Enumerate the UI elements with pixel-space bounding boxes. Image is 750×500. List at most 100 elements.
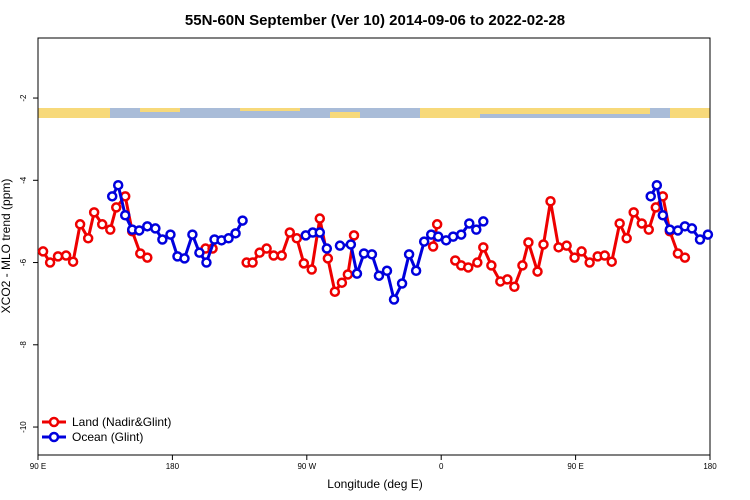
data-point <box>651 179 663 191</box>
data-point <box>517 260 528 271</box>
data-point <box>509 281 520 293</box>
data-point <box>165 229 176 240</box>
data-point <box>486 260 497 271</box>
data-point <box>472 257 483 268</box>
data-point <box>636 218 648 229</box>
data-point <box>643 224 655 235</box>
data-point <box>106 191 118 202</box>
series-line <box>110 183 709 302</box>
data-point <box>157 234 168 245</box>
data-point <box>373 270 385 281</box>
data-point <box>112 179 124 191</box>
data-point <box>532 266 543 277</box>
y-tick-label: -6 <box>19 258 28 266</box>
data-point <box>60 250 72 261</box>
data-point <box>464 218 475 229</box>
data-point <box>82 233 94 244</box>
data-point <box>306 264 317 275</box>
data-point <box>418 236 430 247</box>
plot-frame <box>37 37 711 456</box>
x-axis-label: Longitude (deg E) <box>327 477 422 491</box>
data-point <box>694 234 706 245</box>
y-tick-label: -8 <box>19 341 28 349</box>
data-point <box>381 265 393 277</box>
data-point <box>74 219 86 230</box>
data-point <box>702 229 714 240</box>
data-point <box>657 209 669 221</box>
data-point <box>187 229 198 240</box>
data-point <box>329 286 341 297</box>
data-point <box>142 221 153 232</box>
data-point <box>502 274 513 285</box>
legend-marker <box>48 416 60 428</box>
data-point <box>523 237 534 248</box>
data-point <box>52 251 64 262</box>
x-tick-label: 180 <box>166 462 180 471</box>
legend-label: Land (Nadir&Glint) <box>72 415 171 429</box>
data-point <box>223 233 234 244</box>
data-point <box>284 227 296 238</box>
data-point <box>664 224 676 235</box>
data-point <box>348 230 360 241</box>
data-point <box>462 262 474 273</box>
data-point <box>388 294 400 305</box>
data-point <box>96 219 108 230</box>
legend-marker <box>48 431 60 443</box>
data-point <box>455 229 467 240</box>
x-tick-label: 180 <box>703 462 717 471</box>
data-point <box>230 228 241 239</box>
data-point <box>201 257 212 268</box>
data-point <box>403 249 415 260</box>
data-point <box>351 268 363 279</box>
data-point <box>396 278 408 289</box>
data-point <box>111 202 122 213</box>
data-point <box>150 223 161 234</box>
data-point <box>650 202 662 213</box>
x-tick-label: 90 W <box>297 462 316 471</box>
data-point <box>37 246 49 257</box>
data-point <box>478 216 489 227</box>
data-point <box>599 250 610 261</box>
data-point <box>179 253 190 264</box>
data-point <box>133 225 145 236</box>
data-point <box>237 215 248 226</box>
data-point <box>268 250 279 261</box>
chart-title: 55N-60N September (Ver 10) 2014-09-06 to… <box>185 12 565 29</box>
data-point <box>345 239 357 250</box>
data-point <box>447 231 459 242</box>
data-point <box>645 191 656 202</box>
data-point <box>366 249 378 260</box>
data-point <box>67 256 79 267</box>
series-line <box>41 194 686 294</box>
data-point <box>471 224 482 235</box>
data-point <box>621 233 632 244</box>
data-point <box>247 257 258 268</box>
data-point <box>606 256 617 267</box>
data-point <box>334 240 346 251</box>
data-point <box>432 231 444 242</box>
y-axis-label: XCO2 - MLO trend (ppm) <box>0 179 13 314</box>
data-point <box>298 258 310 269</box>
data-point <box>569 252 580 263</box>
y-tick-label: -4 <box>19 176 28 184</box>
data-point <box>194 247 205 258</box>
data-point <box>322 253 334 264</box>
data-point <box>105 224 116 235</box>
data-point <box>686 223 698 234</box>
x-tick-label: 90 E <box>30 462 46 471</box>
data-point <box>584 257 595 268</box>
data-point <box>478 242 489 253</box>
data-point <box>545 196 556 207</box>
data-point <box>261 243 272 254</box>
data-point <box>576 246 587 257</box>
data-point <box>410 265 422 277</box>
data-point <box>321 243 333 254</box>
data-point <box>276 250 287 261</box>
data-point <box>142 252 153 263</box>
data-point <box>44 257 56 268</box>
data-point <box>119 209 131 221</box>
y-tick-label: -10 <box>19 421 28 433</box>
x-tick-label: 0 <box>439 462 444 471</box>
data-point <box>314 227 326 238</box>
